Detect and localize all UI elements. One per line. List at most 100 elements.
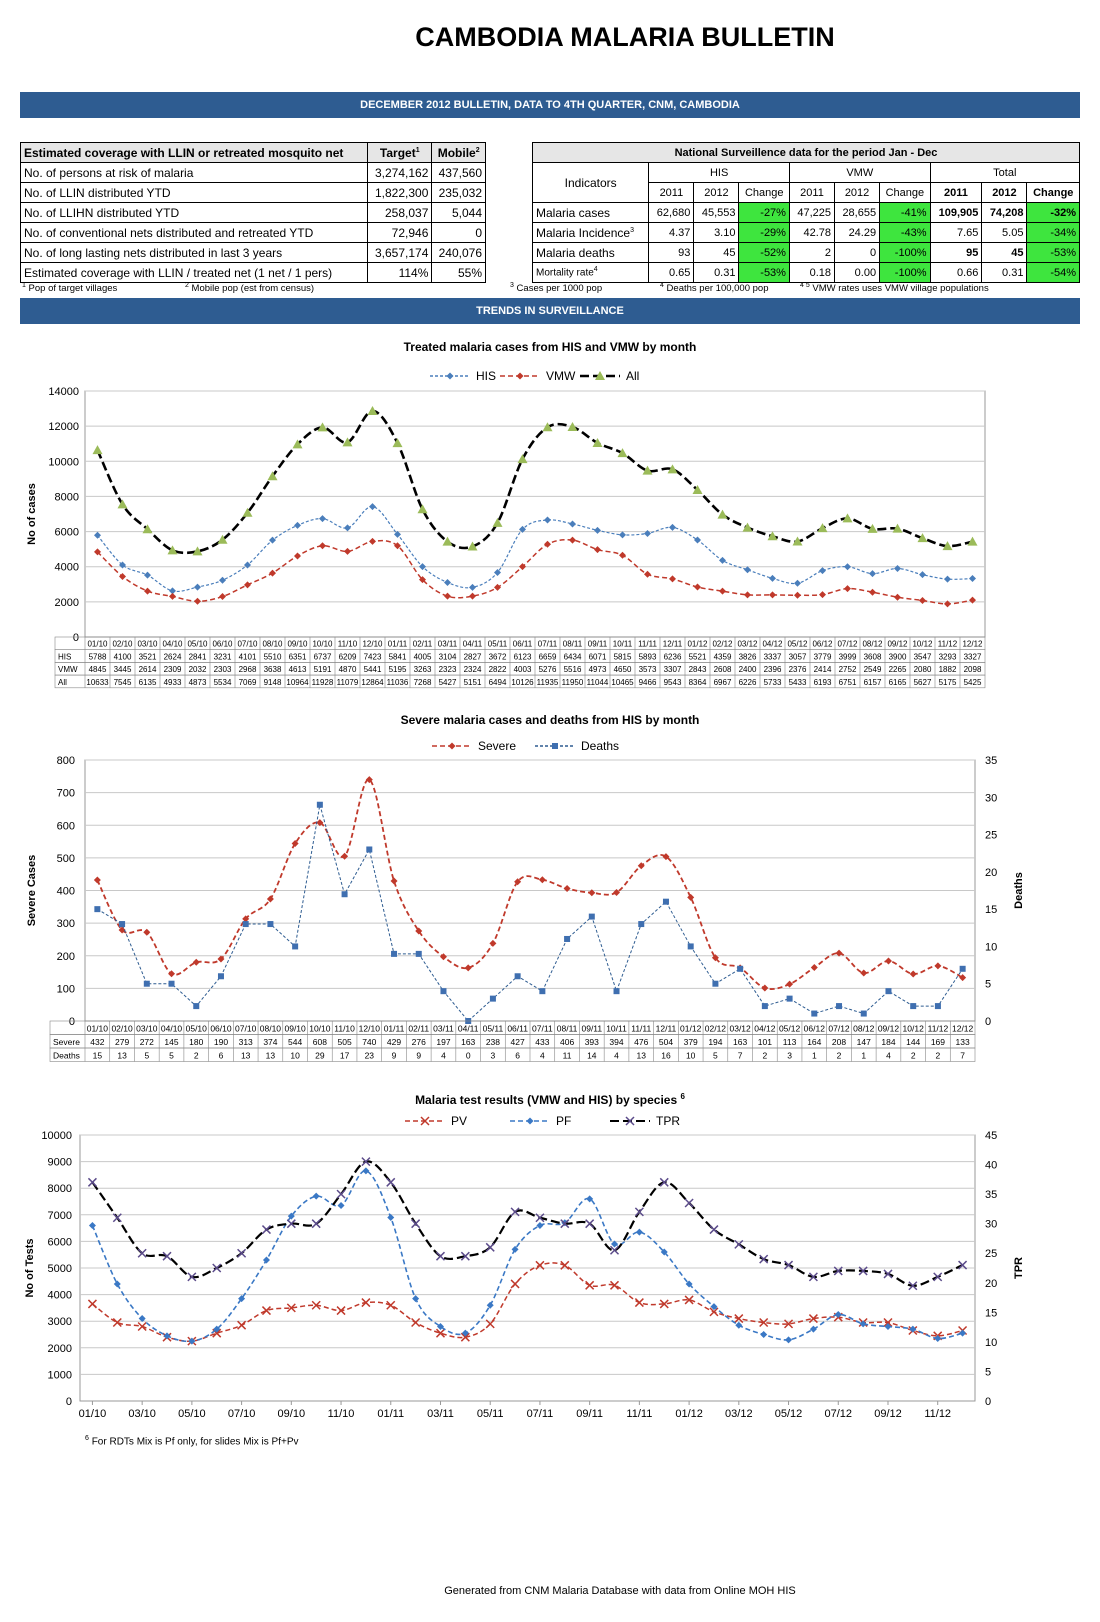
chart1-table-cell: 6135 [139,678,157,687]
chart2-table-cell: 7 [738,1051,743,1061]
chart2-point-severe [687,893,695,901]
chart3-point-tpr [361,1157,371,1167]
chart2-table-cell: 4 [540,1051,545,1061]
chart1-point-all [292,439,303,449]
chart1-table-cell: 2080 [914,665,932,674]
chart1-point-vmw [419,576,426,584]
chart2-point-severe [291,840,299,848]
chart2-point-severe [365,776,373,784]
chart3-point-pv [386,1300,396,1310]
chart1-table-cell: 6434 [564,652,582,661]
chart3-point-tpr [883,1269,893,1279]
chart3-legend-marker [526,1117,534,1125]
chart1-table-cell: 3547 [914,652,932,661]
chart1-point-all [367,405,378,415]
table-row: No. of conventional nets distributed and… [19,222,486,243]
chart1-table-cell: 3231 [214,652,232,661]
chart3-point-tpr [958,1260,968,1270]
chart3-point-pv [286,1303,296,1313]
chart1-legend-marker [446,372,454,380]
chart3-y2tick: 5 [985,1366,991,1378]
chart1-xtick: 05/10 [187,640,208,649]
chart1-table-cell: 2614 [139,665,157,674]
chart2-table-cell: 2 [194,1051,199,1061]
chart2-xtick: 10/10 [309,1024,331,1034]
chart3-point-pf [412,1295,420,1303]
chart2-table-cell: 5 [169,1051,174,1061]
chart1-table-cell: 4359 [714,652,732,661]
chart1-table-cell: 5893 [639,652,657,661]
chart2-ytick: 400 [57,886,75,898]
chart2-xtick: 12/12 [952,1024,974,1034]
chart3-ytick: 9000 [48,1157,72,1169]
chart1-table-cell: 3779 [814,652,832,661]
chart3-xtick: 11/12 [924,1408,951,1420]
chart1-point-vmw [294,552,301,560]
chart3-point-pf [536,1221,544,1229]
chart1-xtick: 10/12 [912,640,933,649]
chart2-table-cell: 163 [461,1037,475,1047]
chart3-point-pv [411,1317,421,1328]
chart2-table-cell: 7 [960,1051,965,1061]
chart2-table-cell: 9 [416,1051,421,1061]
chart2-table-cell: 427 [511,1037,525,1047]
chart3-point-pf [586,1195,594,1203]
chart1-point-all [442,536,453,546]
chart1-table-cell: 2968 [239,665,257,674]
chart2-table-cell: 3 [491,1051,496,1061]
chart1-point-his [94,531,101,539]
chart1-xtick: 04/11 [463,640,483,649]
chart3-point-pf [959,1329,967,1337]
chart2-point-severe [514,878,522,886]
chart1-point-all [642,465,653,475]
chart1-point-vmw [544,540,551,548]
chart2-table-cell: 740 [362,1037,376,1047]
chart1-xtick: 11/12 [938,640,958,649]
chart3-point-tpr [634,1207,644,1217]
chart2-point-severe [217,955,225,963]
chart2-point-severe [415,927,423,935]
surveillance-table: National Surveillence data for the perio… [531,142,1081,283]
chart2-table-cell: 11 [563,1051,572,1061]
chart3-point-pv [261,1306,271,1316]
chart3-ytick: 10000 [41,1130,72,1142]
chart1-table-cell: 2032 [189,665,207,674]
chart1-point-his [244,561,251,569]
chart1-ytick: 4000 [55,562,79,574]
chart2-table-rowlabel: Deaths [53,1051,80,1061]
chart2-point-deaths [94,906,101,913]
chart2-xtick: 04/11 [458,1024,479,1034]
chart2-point-deaths [885,988,892,995]
chart1-table-cell: 10126 [511,678,534,687]
chart2-xtick: 05/12 [779,1024,801,1034]
chart2-y2tick: 35 [985,755,997,767]
chart3-y2tick: 15 [985,1307,997,1319]
chart2-y2tick: 25 [985,830,997,842]
chart3-point-tpr [286,1219,296,1229]
chart1-xtick: 03/12 [737,640,758,649]
chart3-series-pf [91,1170,963,1343]
chart3-xtick: 05/12 [775,1408,803,1420]
chart1-point-all [192,546,203,556]
chart2-xtick: 11/11 [631,1024,651,1034]
chart1-table-cell: 6737 [314,652,332,661]
chart1-point-vmw [319,542,326,550]
chart3-ytick: 2000 [48,1343,72,1355]
chart2-point-deaths [811,1010,818,1017]
chart1-table-cell: 6209 [339,652,357,661]
chart1-table-cell: 3057 [789,652,807,661]
chart1-table-cell: 3573 [639,665,657,674]
chart2-table-cell: 101 [758,1037,772,1047]
chart3-y2label: TPR [1013,1257,1025,1279]
chart1-point-all [317,422,328,432]
chart1-ytick: 0 [73,632,79,644]
chart2-xtick: 01/11 [384,1024,405,1034]
chart3-xtick: 07/10 [228,1408,256,1420]
chart1-table-cell: 5841 [389,652,407,661]
chart2-table-cell: 276 [412,1037,426,1047]
chart1-table-cell: 3327 [964,652,982,661]
chart1-point-vmw [94,548,101,556]
chart3-point-pf [735,1321,743,1329]
chart2-y2tick: 15 [985,904,997,916]
chart3-point-tpr [734,1239,744,1249]
